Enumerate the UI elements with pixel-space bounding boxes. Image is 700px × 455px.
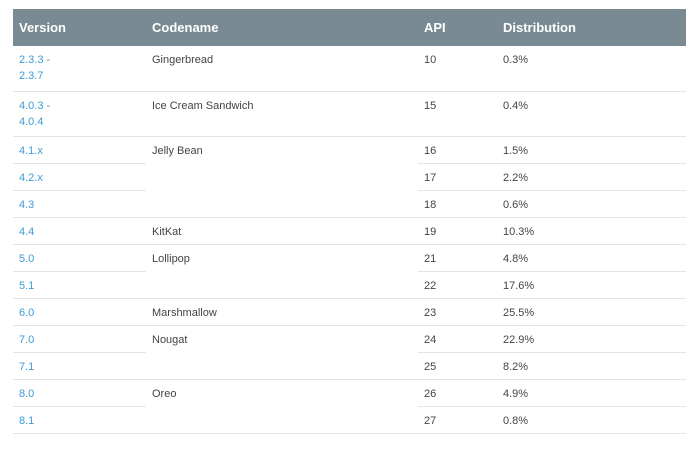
- codename-cell: Marshmallow: [146, 298, 418, 326]
- version-text[interactable]: 4.4: [19, 225, 35, 238]
- distribution-cell: 25.5%: [497, 298, 686, 326]
- api-cell: 10: [418, 46, 497, 92]
- table-row: 8.1 27 0.8%: [13, 406, 686, 434]
- api-cell: 27: [418, 406, 497, 434]
- distribution-cell: 4.8%: [497, 244, 686, 272]
- api-cell: 17: [418, 163, 497, 191]
- version-link[interactable]: 8.1: [13, 406, 146, 434]
- header-api: API: [418, 9, 497, 46]
- distribution-cell: 10.3%: [497, 217, 686, 245]
- version-text[interactable]: 5.1: [19, 279, 35, 292]
- version-text[interactable]: 8.1: [19, 414, 35, 427]
- codename-cell: Gingerbread: [146, 46, 418, 92]
- table-row: 7.1 25 8.2%: [13, 352, 686, 380]
- version-text[interactable]: 4.3: [19, 198, 35, 211]
- codename-cell: Jelly Bean: [146, 136, 418, 218]
- codename-cell: Ice Cream Sandwich: [146, 91, 418, 137]
- api-cell: 18: [418, 190, 497, 218]
- version-link[interactable]: 5.0: [13, 244, 146, 272]
- table-row: 2.3.3 - 2.3.7 Gingerbread 10 0.3%: [13, 46, 686, 92]
- header-codename: Codename: [146, 9, 418, 46]
- version-link[interactable]: 4.4: [13, 217, 146, 245]
- table-row: 4.0.3 - 4.0.4 Ice Cream Sandwich 15 0.4%: [13, 91, 686, 137]
- version-link[interactable]: 7.0: [13, 325, 146, 353]
- version-text[interactable]: 4.2.x: [19, 171, 43, 184]
- version-text[interactable]: 5.0: [19, 252, 35, 265]
- table-row: 7.0 Nougat 24 22.9%: [13, 325, 686, 380]
- version-text[interactable]: 4.1.x: [19, 144, 43, 157]
- header-distribution: Distribution: [497, 9, 686, 46]
- version-link[interactable]: 2.3.3 - 2.3.7: [13, 46, 146, 92]
- version-link[interactable]: 4.0.3 - 4.0.4: [13, 91, 146, 137]
- api-cell: 23: [418, 298, 497, 326]
- distribution-cell: 22.9%: [497, 325, 686, 353]
- api-cell: 24: [418, 325, 497, 353]
- platform-versions-table: Version Codename API Distribution 2.3.3 …: [13, 9, 686, 434]
- version-link[interactable]: 4.2.x: [13, 163, 146, 191]
- table-row: 4.3 18 0.6%: [13, 190, 686, 218]
- version-text[interactable]: 8.0: [19, 387, 35, 400]
- distribution-cell: 0.3%: [497, 46, 686, 92]
- codename-cell: Oreo: [146, 379, 418, 434]
- version-link[interactable]: 4.3: [13, 190, 146, 218]
- distribution-table-container: Version Codename API Distribution 2.3.3 …: [13, 9, 686, 434]
- api-cell: 19: [418, 217, 497, 245]
- codename-cell: Lollipop: [146, 244, 418, 299]
- distribution-cell: 17.6%: [497, 271, 686, 299]
- table-row: 4.2.x 17 2.2%: [13, 163, 686, 191]
- distribution-cell: 2.2%: [497, 163, 686, 191]
- api-cell: 15: [418, 91, 497, 137]
- distribution-cell: 1.5%: [497, 136, 686, 164]
- version-text[interactable]: 6.0: [19, 306, 35, 319]
- api-cell: 22: [418, 271, 497, 299]
- api-cell: 26: [418, 379, 497, 407]
- table-row: 8.0 Oreo 26 4.9%: [13, 379, 686, 434]
- table-header-row: Version Codename API Distribution: [13, 9, 686, 46]
- distribution-cell: 0.4%: [497, 91, 686, 137]
- table-row: 5.0 Lollipop 21 4.8%: [13, 244, 686, 299]
- distribution-cell: 0.8%: [497, 406, 686, 434]
- distribution-cell: 4.9%: [497, 379, 686, 407]
- table-row: 4.4 KitKat 19 10.3%: [13, 217, 686, 245]
- table-row: 4.1.x Jelly Bean 16 1.5%: [13, 136, 686, 218]
- version-text[interactable]: 2.3.3 - 2.3.7: [19, 54, 51, 82]
- version-link[interactable]: 6.0: [13, 298, 146, 326]
- table-row: 6.0 Marshmallow 23 25.5%: [13, 298, 686, 326]
- version-link[interactable]: 7.1: [13, 352, 146, 380]
- version-link[interactable]: 5.1: [13, 271, 146, 299]
- version-text[interactable]: 4.0.3 - 4.0.4: [19, 99, 51, 128]
- table-row: 5.1 22 17.6%: [13, 271, 686, 299]
- version-text[interactable]: 7.0: [19, 333, 35, 346]
- header-version: Version: [13, 9, 146, 46]
- api-cell: 25: [418, 352, 497, 380]
- api-cell: 16: [418, 136, 497, 164]
- version-link[interactable]: 4.1.x: [13, 136, 146, 164]
- distribution-cell: 0.6%: [497, 190, 686, 218]
- version-link[interactable]: 8.0: [13, 379, 146, 407]
- version-text[interactable]: 7.1: [19, 360, 35, 373]
- codename-cell: KitKat: [146, 217, 418, 245]
- codename-cell: Nougat: [146, 325, 418, 380]
- distribution-cell: 8.2%: [497, 352, 686, 380]
- api-cell: 21: [418, 244, 497, 272]
